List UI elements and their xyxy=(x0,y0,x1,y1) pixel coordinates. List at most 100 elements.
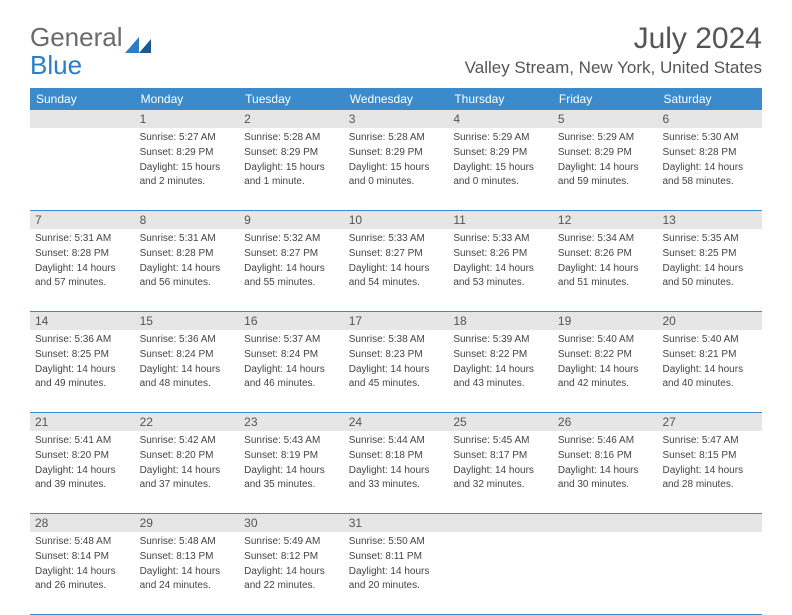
sunset-text: Sunset: 8:28 PM xyxy=(140,247,235,261)
day-number: 19 xyxy=(553,312,658,330)
sunrise-text: Sunrise: 5:46 AM xyxy=(558,434,653,448)
page-header: General July 2024 Valley Stream, New Yor… xyxy=(0,0,792,82)
daylight-text: Daylight: 14 hours and 51 minutes. xyxy=(558,262,653,290)
sunrise-text: Sunrise: 5:34 AM xyxy=(558,232,653,246)
daylight-text: Daylight: 14 hours and 48 minutes. xyxy=(140,363,235,391)
sunset-text: Sunset: 8:22 PM xyxy=(558,348,653,362)
location-subtitle: Valley Stream, New York, United States xyxy=(465,58,762,78)
sunrise-text: Sunrise: 5:44 AM xyxy=(349,434,444,448)
day-cell: Sunrise: 5:40 AMSunset: 8:22 PMDaylight:… xyxy=(553,330,658,412)
daylight-text: Daylight: 14 hours and 33 minutes. xyxy=(349,464,444,492)
daylight-text: Daylight: 14 hours and 56 minutes. xyxy=(140,262,235,290)
day-cell: Sunrise: 5:49 AMSunset: 8:12 PMDaylight:… xyxy=(239,532,344,614)
sunset-text: Sunset: 8:28 PM xyxy=(662,146,757,160)
sunset-text: Sunset: 8:29 PM xyxy=(349,146,444,160)
day-number-row: 21222324252627 xyxy=(30,413,762,431)
sunrise-text: Sunrise: 5:31 AM xyxy=(140,232,235,246)
sunrise-text: Sunrise: 5:27 AM xyxy=(140,131,235,145)
sunset-text: Sunset: 8:26 PM xyxy=(558,247,653,261)
day-header: Wednesday xyxy=(344,88,449,110)
sunset-text: Sunset: 8:29 PM xyxy=(453,146,548,160)
daylight-text: Daylight: 14 hours and 43 minutes. xyxy=(453,363,548,391)
day-number: 13 xyxy=(657,211,762,229)
day-number: 4 xyxy=(448,110,553,128)
sunset-text: Sunset: 8:26 PM xyxy=(453,247,548,261)
sunrise-text: Sunrise: 5:41 AM xyxy=(35,434,130,448)
sunrise-text: Sunrise: 5:49 AM xyxy=(244,535,339,549)
day-number: 24 xyxy=(344,413,449,431)
sunset-text: Sunset: 8:24 PM xyxy=(244,348,339,362)
day-number: 16 xyxy=(239,312,344,330)
daylight-text: Daylight: 14 hours and 59 minutes. xyxy=(558,161,653,189)
day-number: 3 xyxy=(344,110,449,128)
sunset-text: Sunset: 8:16 PM xyxy=(558,449,653,463)
sunset-text: Sunset: 8:20 PM xyxy=(140,449,235,463)
day-cell: Sunrise: 5:48 AMSunset: 8:14 PMDaylight:… xyxy=(30,532,135,614)
day-cell: Sunrise: 5:29 AMSunset: 8:29 PMDaylight:… xyxy=(448,128,553,210)
daylight-text: Daylight: 14 hours and 39 minutes. xyxy=(35,464,130,492)
daylight-text: Daylight: 15 hours and 0 minutes. xyxy=(349,161,444,189)
day-header: Saturday xyxy=(657,88,762,110)
daylight-text: Daylight: 14 hours and 58 minutes. xyxy=(662,161,757,189)
day-cell: Sunrise: 5:33 AMSunset: 8:26 PMDaylight:… xyxy=(448,229,553,311)
day-number: 10 xyxy=(344,211,449,229)
sunrise-text: Sunrise: 5:38 AM xyxy=(349,333,444,347)
day-cell: Sunrise: 5:36 AMSunset: 8:24 PMDaylight:… xyxy=(135,330,240,412)
sunrise-text: Sunrise: 5:30 AM xyxy=(662,131,757,145)
sunset-text: Sunset: 8:11 PM xyxy=(349,550,444,564)
day-number: 17 xyxy=(344,312,449,330)
daylight-text: Daylight: 14 hours and 45 minutes. xyxy=(349,363,444,391)
daylight-text: Daylight: 14 hours and 37 minutes. xyxy=(140,464,235,492)
day-number: 27 xyxy=(657,413,762,431)
sunrise-text: Sunrise: 5:33 AM xyxy=(349,232,444,246)
daylight-text: Daylight: 14 hours and 54 minutes. xyxy=(349,262,444,290)
day-number: 14 xyxy=(30,312,135,330)
day-header: Friday xyxy=(553,88,658,110)
day-cell: Sunrise: 5:33 AMSunset: 8:27 PMDaylight:… xyxy=(344,229,449,311)
daylight-text: Daylight: 14 hours and 40 minutes. xyxy=(662,363,757,391)
daylight-text: Daylight: 14 hours and 42 minutes. xyxy=(558,363,653,391)
day-cell: Sunrise: 5:28 AMSunset: 8:29 PMDaylight:… xyxy=(239,128,344,210)
day-number: 26 xyxy=(553,413,658,431)
day-cell: Sunrise: 5:32 AMSunset: 8:27 PMDaylight:… xyxy=(239,229,344,311)
day-number: 1 xyxy=(135,110,240,128)
sunset-text: Sunset: 8:27 PM xyxy=(349,247,444,261)
sunrise-text: Sunrise: 5:48 AM xyxy=(35,535,130,549)
day-cell xyxy=(657,532,762,614)
day-number: 8 xyxy=(135,211,240,229)
day-number xyxy=(553,514,658,532)
sunrise-text: Sunrise: 5:37 AM xyxy=(244,333,339,347)
day-header: Tuesday xyxy=(239,88,344,110)
daylight-text: Daylight: 15 hours and 0 minutes. xyxy=(453,161,548,189)
sunrise-text: Sunrise: 5:31 AM xyxy=(35,232,130,246)
sunrise-text: Sunrise: 5:42 AM xyxy=(140,434,235,448)
sunset-text: Sunset: 8:18 PM xyxy=(349,449,444,463)
sunrise-text: Sunrise: 5:35 AM xyxy=(662,232,757,246)
day-cell: Sunrise: 5:36 AMSunset: 8:25 PMDaylight:… xyxy=(30,330,135,412)
sunset-text: Sunset: 8:22 PM xyxy=(453,348,548,362)
day-cell: Sunrise: 5:29 AMSunset: 8:29 PMDaylight:… xyxy=(553,128,658,210)
sunset-text: Sunset: 8:17 PM xyxy=(453,449,548,463)
day-number: 9 xyxy=(239,211,344,229)
day-cell: Sunrise: 5:30 AMSunset: 8:28 PMDaylight:… xyxy=(657,128,762,210)
day-number: 23 xyxy=(239,413,344,431)
sunrise-text: Sunrise: 5:36 AM xyxy=(35,333,130,347)
sunrise-text: Sunrise: 5:43 AM xyxy=(244,434,339,448)
day-number: 2 xyxy=(239,110,344,128)
day-cell xyxy=(448,532,553,614)
day-number-row: 28293031 xyxy=(30,514,762,532)
week-content-row: Sunrise: 5:27 AMSunset: 8:29 PMDaylight:… xyxy=(30,128,762,211)
sunrise-text: Sunrise: 5:47 AM xyxy=(662,434,757,448)
daylight-text: Daylight: 15 hours and 1 minute. xyxy=(244,161,339,189)
sunrise-text: Sunrise: 5:50 AM xyxy=(349,535,444,549)
day-cell: Sunrise: 5:34 AMSunset: 8:26 PMDaylight:… xyxy=(553,229,658,311)
daylight-text: Daylight: 14 hours and 24 minutes. xyxy=(140,565,235,593)
daylight-text: Daylight: 14 hours and 30 minutes. xyxy=(558,464,653,492)
day-number: 12 xyxy=(553,211,658,229)
sunset-text: Sunset: 8:14 PM xyxy=(35,550,130,564)
sunset-text: Sunset: 8:12 PM xyxy=(244,550,339,564)
logo-text-gray: General xyxy=(30,22,123,53)
day-cell xyxy=(30,128,135,210)
sunset-text: Sunset: 8:29 PM xyxy=(140,146,235,160)
day-cell: Sunrise: 5:45 AMSunset: 8:17 PMDaylight:… xyxy=(448,431,553,513)
